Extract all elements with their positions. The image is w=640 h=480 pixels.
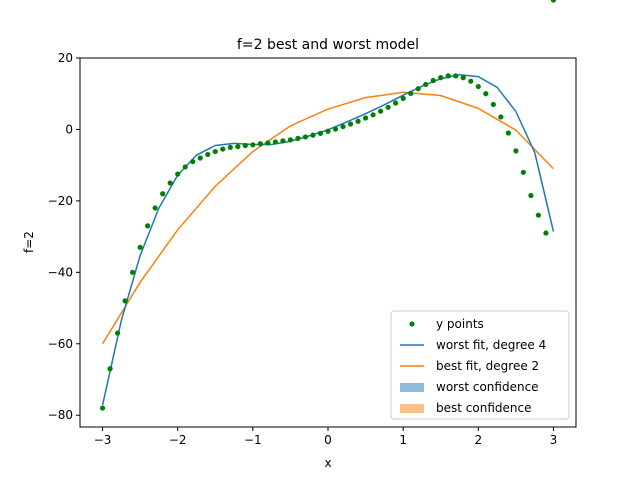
y-point	[528, 192, 534, 199]
y-point	[122, 298, 128, 304]
legend-marker-band	[400, 383, 424, 392]
x-axis-label: x	[324, 456, 331, 470]
y-point	[295, 135, 301, 141]
legend-label: y points	[436, 317, 484, 331]
y-point	[468, 78, 474, 84]
y-tick-label: −20	[48, 194, 73, 208]
best-fit-line	[101, 91, 554, 345]
y-tick-label: −80	[48, 408, 73, 422]
y-point	[430, 77, 436, 84]
y-point	[543, 230, 549, 236]
y-tick-label: 0	[65, 122, 73, 136]
y-point	[257, 141, 263, 147]
y-point	[378, 108, 384, 114]
x-tick-label: 2	[474, 433, 482, 447]
legend-marker-band	[400, 404, 424, 413]
y-tick-label: −60	[48, 337, 73, 351]
y-tick-label: 20	[58, 51, 73, 65]
y-point	[423, 81, 429, 88]
plot-frame	[79, 57, 577, 428]
y-point	[160, 191, 166, 197]
y-point	[498, 114, 504, 120]
y-point	[445, 73, 451, 79]
y-point	[347, 121, 354, 127]
y-point	[220, 146, 226, 152]
y-point	[325, 128, 331, 134]
y-point	[490, 101, 496, 108]
y-point	[167, 180, 173, 186]
y-point	[385, 104, 391, 110]
legend-label: worst confidence	[436, 380, 539, 394]
legend-label: worst fit, degree 4	[436, 338, 546, 352]
y-point	[197, 155, 203, 161]
y-tick-label: −40	[48, 265, 73, 279]
y-point	[393, 100, 399, 106]
y-point	[483, 91, 489, 97]
y-point	[235, 143, 241, 150]
x-axis: −3 −2 −1 0 1 2 3	[94, 427, 558, 447]
y-point	[190, 158, 196, 165]
y-point	[280, 138, 286, 144]
y-point	[415, 86, 421, 92]
y-point	[265, 140, 271, 146]
y-point	[438, 75, 444, 81]
y-point	[362, 115, 369, 121]
y-point	[205, 151, 211, 158]
legend-label: best fit, degree 2	[436, 359, 539, 373]
y-point	[453, 73, 459, 79]
x-tick-label: −3	[94, 433, 112, 447]
y-points-series	[99, 0, 557, 411]
y-point	[175, 171, 181, 177]
y-point	[513, 148, 519, 154]
y-point	[520, 169, 526, 175]
y-point	[107, 366, 113, 372]
legend: y points worst fit, degree 4 best fit, deg…	[390, 310, 570, 420]
y-point	[400, 95, 406, 101]
y-point	[242, 142, 248, 149]
y-point	[137, 244, 143, 250]
y-point	[460, 75, 466, 81]
x-tick-label: −2	[169, 433, 187, 447]
best-fit-series	[101, 91, 554, 345]
y-point	[227, 144, 233, 150]
y-point	[332, 126, 339, 132]
y-point	[550, 0, 557, 3]
y-axis: −80 −60 −40 −20 0 20	[48, 51, 80, 422]
legend-marker-points	[409, 321, 415, 327]
y-point	[317, 130, 324, 136]
x-tick-label: −1	[244, 433, 262, 447]
y-point	[99, 405, 106, 411]
y-point	[114, 330, 121, 336]
y-point	[310, 132, 316, 138]
y-point	[212, 148, 218, 155]
y-point	[535, 212, 542, 218]
y-point	[475, 83, 481, 90]
y-point	[355, 118, 361, 124]
legend-frame	[390, 310, 570, 420]
x-tick-label: 0	[324, 433, 332, 447]
y-point	[408, 90, 414, 96]
y-point	[370, 112, 376, 118]
y-point	[272, 139, 278, 145]
y-point	[130, 269, 136, 275]
chart-title: f=2 best and worst model	[237, 37, 419, 53]
y-point	[302, 134, 309, 140]
legend-label: best confidence	[436, 401, 531, 415]
x-tick-label: 1	[399, 433, 407, 447]
y-axis-label: f=2	[22, 231, 36, 253]
y-point	[250, 142, 256, 148]
x-tick-label: 3	[550, 433, 558, 447]
y-point	[505, 130, 511, 136]
y-point	[287, 137, 294, 143]
y-point	[340, 123, 346, 130]
y-point	[145, 223, 151, 229]
y-point	[152, 205, 158, 211]
y-point	[182, 164, 188, 170]
